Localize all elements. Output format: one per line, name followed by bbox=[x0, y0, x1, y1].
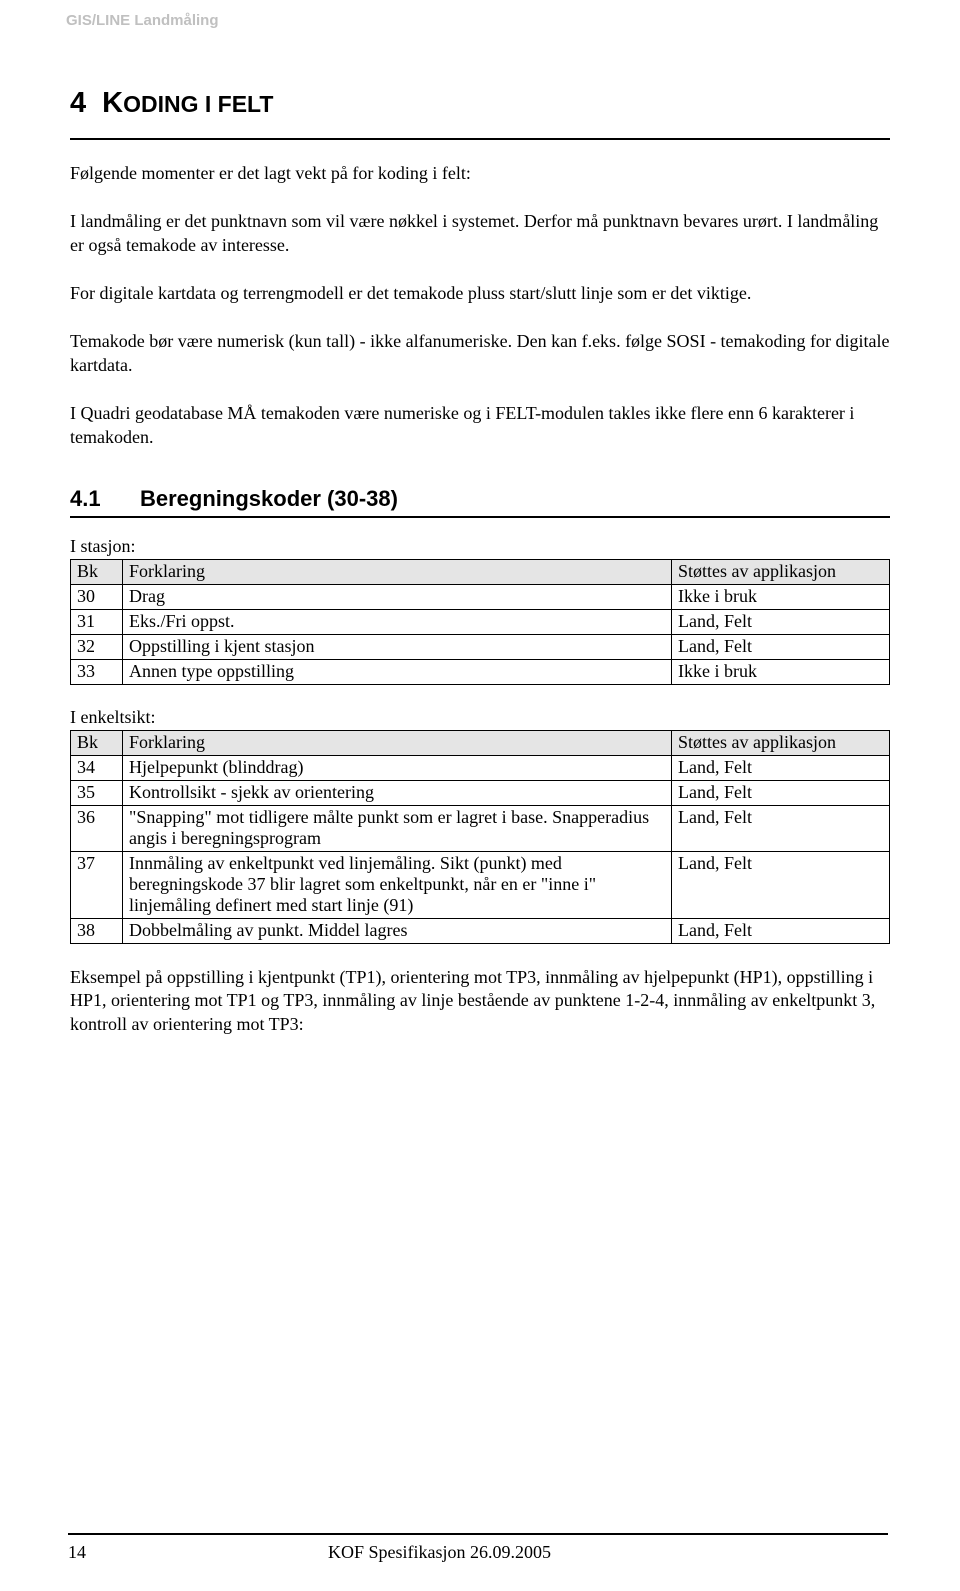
cell-bk: 30 bbox=[71, 584, 123, 609]
cell-forklaring: Drag bbox=[123, 584, 672, 609]
cell-bk: 33 bbox=[71, 659, 123, 684]
cell-forklaring: Hjelpepunkt (blinddrag) bbox=[123, 755, 672, 780]
heading-41: 4.1 Beregningskoder (30-38) bbox=[70, 486, 890, 512]
th-app: Støttes av applikasjon bbox=[672, 559, 890, 584]
para-4: Temakode bør være numerisk (kun tall) - … bbox=[70, 330, 890, 378]
th-bk: Bk bbox=[71, 559, 123, 584]
cell-app: Land, Felt bbox=[672, 609, 890, 634]
cell-app: Land, Felt bbox=[672, 805, 890, 851]
cell-app: Land, Felt bbox=[672, 755, 890, 780]
footer: 14 KOF Spesifikasjon 26.09.2005 bbox=[68, 1542, 888, 1563]
table-row: 35 Kontrollsikt - sjekk av orientering L… bbox=[71, 780, 890, 805]
para-1: Følgende momenter er det lagt vekt på fo… bbox=[70, 162, 890, 186]
heading-4: 4KODING I FELT bbox=[70, 87, 890, 120]
cell-bk: 34 bbox=[71, 755, 123, 780]
footer-rule bbox=[68, 1533, 888, 1535]
table-row: 32 Oppstilling i kjent stasjon Land, Fel… bbox=[71, 634, 890, 659]
cell-bk: 35 bbox=[71, 780, 123, 805]
cell-bk: 32 bbox=[71, 634, 123, 659]
cell-forklaring: "Snapping" mot tidligere målte punkt som… bbox=[123, 805, 672, 851]
cell-app: Land, Felt bbox=[672, 851, 890, 918]
header-brand: GIS/LINE Landmåling bbox=[66, 12, 890, 29]
cell-forklaring: Kontrollsikt - sjekk av orientering bbox=[123, 780, 672, 805]
cell-bk: 38 bbox=[71, 918, 123, 943]
th-bk: Bk bbox=[71, 730, 123, 755]
cell-forklaring: Oppstilling i kjent stasjon bbox=[123, 634, 672, 659]
footer-title: KOF Spesifikasjon 26.09.2005 bbox=[328, 1542, 888, 1563]
heading-pre: K bbox=[102, 87, 123, 119]
table-header-row: Bk Forklaring Støttes av applikasjon bbox=[71, 559, 890, 584]
table-header-row: Bk Forklaring Støttes av applikasjon bbox=[71, 730, 890, 755]
cell-app: Ikke i bruk bbox=[672, 584, 890, 609]
th-forklaring: Forklaring bbox=[123, 559, 672, 584]
table-2-label: I enkeltsikt: bbox=[70, 707, 890, 728]
table-row: 33 Annen type oppstilling Ikke i bruk bbox=[71, 659, 890, 684]
cell-bk: 31 bbox=[71, 609, 123, 634]
cell-bk: 36 bbox=[71, 805, 123, 851]
heading-41-rule bbox=[70, 516, 890, 518]
table-row: 31 Eks./Fri oppst. Land, Felt bbox=[71, 609, 890, 634]
heading-rule bbox=[70, 138, 890, 140]
th-forklaring: Forklaring bbox=[123, 730, 672, 755]
heading-rest: ODING I FELT bbox=[123, 91, 273, 117]
table-row: 37 Innmåling av enkeltpunkt ved linjemål… bbox=[71, 851, 890, 918]
table-row: 38 Dobbelmåling av punkt. Middel lagres … bbox=[71, 918, 890, 943]
cell-app: Ikke i bruk bbox=[672, 659, 890, 684]
heading-41-num: 4.1 bbox=[70, 486, 140, 512]
th-app: Støttes av applikasjon bbox=[672, 730, 890, 755]
table-row: 30 Drag Ikke i bruk bbox=[71, 584, 890, 609]
cell-app: Land, Felt bbox=[672, 918, 890, 943]
heading-number: 4 bbox=[70, 87, 86, 119]
cell-forklaring: Annen type oppstilling bbox=[123, 659, 672, 684]
page-number: 14 bbox=[68, 1542, 328, 1563]
cell-bk: 37 bbox=[71, 851, 123, 918]
cell-app: Land, Felt bbox=[672, 780, 890, 805]
table-2: Bk Forklaring Støttes av applikasjon 34 … bbox=[70, 730, 890, 944]
para-6: Eksempel på oppstilling i kjentpunkt (TP… bbox=[70, 966, 890, 1038]
table-row: 34 Hjelpepunkt (blinddrag) Land, Felt bbox=[71, 755, 890, 780]
cell-forklaring: Dobbelmåling av punkt. Middel lagres bbox=[123, 918, 672, 943]
table-1-label: I stasjon: bbox=[70, 536, 890, 557]
para-3: For digitale kartdata og terrengmodell e… bbox=[70, 282, 890, 306]
table-1: Bk Forklaring Støttes av applikasjon 30 … bbox=[70, 559, 890, 685]
cell-forklaring: Innmåling av enkeltpunkt ved linjemåling… bbox=[123, 851, 672, 918]
heading-41-title: Beregningskoder (30-38) bbox=[140, 486, 398, 512]
para-2: I landmåling er det punktnavn som vil væ… bbox=[70, 210, 890, 258]
para-5: I Quadri geodatabase MÅ temakoden være n… bbox=[70, 402, 890, 450]
cell-forklaring: Eks./Fri oppst. bbox=[123, 609, 672, 634]
cell-app: Land, Felt bbox=[672, 634, 890, 659]
table-row: 36 "Snapping" mot tidligere målte punkt … bbox=[71, 805, 890, 851]
